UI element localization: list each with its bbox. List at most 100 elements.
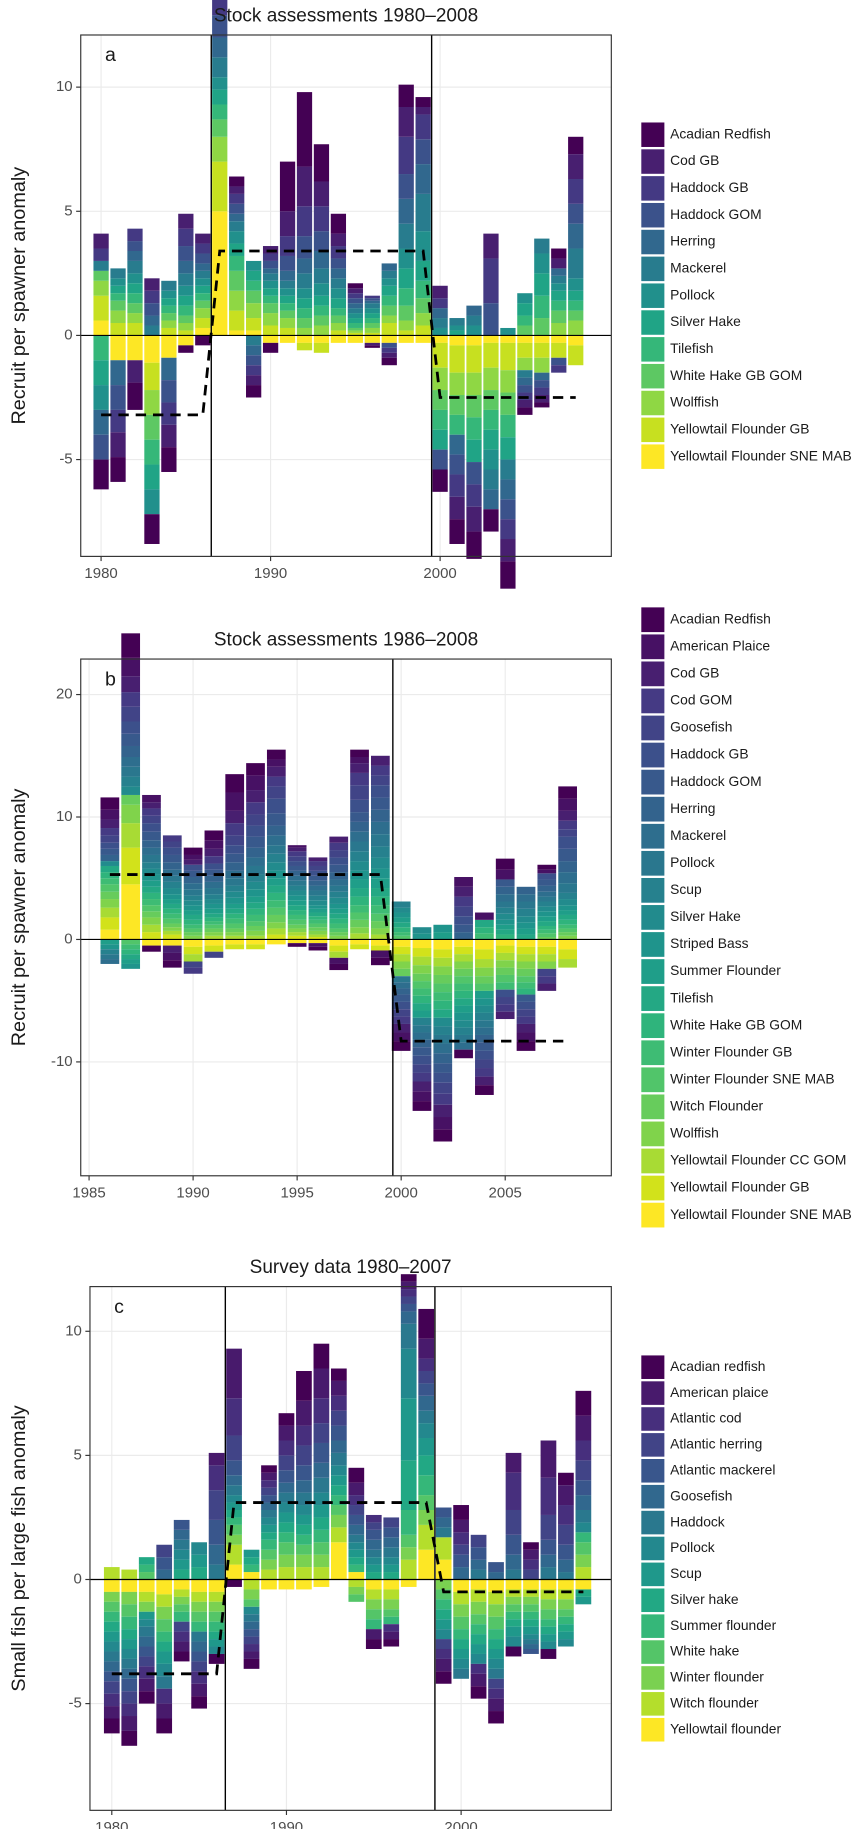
bar-segment <box>391 946 411 955</box>
bar-segment <box>540 1619 557 1627</box>
bar-segment <box>204 939 224 946</box>
bar-segment <box>488 1688 504 1699</box>
bar-segment <box>330 1368 347 1381</box>
legend-label: Yellowtail Flounder CC GOM <box>670 1152 846 1168</box>
bar-segment <box>466 484 482 507</box>
bar-segment <box>495 967 515 975</box>
y-tick-label: 0 <box>74 1570 82 1587</box>
bar-segment <box>398 248 414 269</box>
bar-segment <box>330 233 347 247</box>
bar-segment <box>161 313 177 321</box>
bar-segment <box>418 1338 435 1359</box>
bar-segment <box>330 335 347 343</box>
bar-segment <box>475 939 494 950</box>
bar-segment <box>212 37 228 58</box>
bar-segment <box>278 1522 295 1533</box>
bar-segment <box>433 924 453 933</box>
bar-segment <box>453 1668 469 1679</box>
bar-segment <box>246 874 265 882</box>
bar-segment <box>575 1542 592 1555</box>
bar-segment <box>505 1554 522 1570</box>
bar-segment <box>142 911 161 918</box>
x-tick-label: 1990 <box>176 1184 209 1201</box>
bar-segment <box>433 974 453 984</box>
bar-segment <box>279 211 296 237</box>
bar-segment <box>204 908 224 914</box>
bar-segment <box>243 1614 260 1622</box>
bar-segment <box>347 318 363 324</box>
bar-segment <box>432 335 448 343</box>
bar-segment <box>266 928 286 935</box>
bar-segment <box>475 1034 494 1043</box>
bar-segment <box>313 305 330 316</box>
bar-segment <box>100 891 120 900</box>
bar-segment <box>225 810 245 824</box>
bar-segment <box>470 1663 487 1674</box>
bar-segment <box>418 1455 435 1476</box>
bar-segment <box>488 1668 504 1679</box>
bar-segment <box>212 15 228 38</box>
bar-segment <box>296 318 313 328</box>
bar-segment <box>537 879 557 886</box>
bar-segment <box>516 1016 536 1024</box>
bar-segment <box>279 335 296 343</box>
bar-segment <box>308 875 328 881</box>
bar-segment <box>208 1653 225 1664</box>
bar-segment <box>347 323 363 328</box>
bar-segment <box>412 927 432 934</box>
bar-segment <box>575 1579 592 1590</box>
legend-key <box>641 229 665 255</box>
bar-segment <box>287 856 307 862</box>
bar-segment <box>121 1629 138 1640</box>
bar-segment <box>558 1572 574 1580</box>
legend-label: Witch Flounder <box>670 1097 763 1113</box>
bar-segment <box>381 305 397 316</box>
bar-segment <box>278 1554 295 1568</box>
bar-segment <box>261 1549 277 1560</box>
bar-segment <box>287 905 307 911</box>
bar-segment <box>470 1624 487 1635</box>
bar-segment <box>551 283 567 291</box>
bar-segment <box>287 870 307 876</box>
bar-segment <box>347 293 363 299</box>
bar-segment <box>313 1517 330 1530</box>
legend-key <box>641 796 665 822</box>
bar-segment <box>156 1676 173 1689</box>
bar-segment <box>208 1591 225 1602</box>
bar-segment <box>262 325 279 336</box>
bar-segment <box>449 330 465 336</box>
bar-segment <box>381 315 397 324</box>
bar-segment <box>204 863 224 870</box>
legend-key <box>641 1381 665 1405</box>
legend-label: White Hake GB GOM <box>670 1016 802 1032</box>
bar-segment <box>178 315 194 324</box>
bar-segment <box>381 352 397 358</box>
bar-segment <box>110 457 126 482</box>
legend-label: Haddock GB <box>670 746 748 762</box>
bar-segment <box>500 392 516 415</box>
bar-segment <box>173 1539 190 1550</box>
bar-segment <box>412 965 432 974</box>
bar-segment <box>208 1544 225 1565</box>
bar-segment <box>348 1495 365 1506</box>
bar-segment <box>261 1579 277 1590</box>
bar-segment <box>103 1706 120 1719</box>
bar-segment <box>208 1564 225 1580</box>
bar-segment <box>142 924 161 933</box>
bar-segment <box>381 285 397 296</box>
bar-segment <box>537 939 557 947</box>
bar-segment <box>183 924 203 929</box>
bar-segment <box>435 1619 452 1630</box>
bar-segment <box>433 1026 453 1035</box>
bar-segment <box>246 330 262 336</box>
bar-segment <box>121 1569 138 1580</box>
bar-segment <box>287 890 307 896</box>
bar-segment <box>262 295 279 304</box>
bar-segment <box>558 919 577 925</box>
bar-segment <box>495 901 515 908</box>
bar-segment <box>313 1343 330 1369</box>
bar-segment <box>475 933 494 940</box>
bar-segment <box>278 1502 295 1513</box>
legend-key <box>641 742 665 768</box>
bar-segment <box>466 462 482 485</box>
